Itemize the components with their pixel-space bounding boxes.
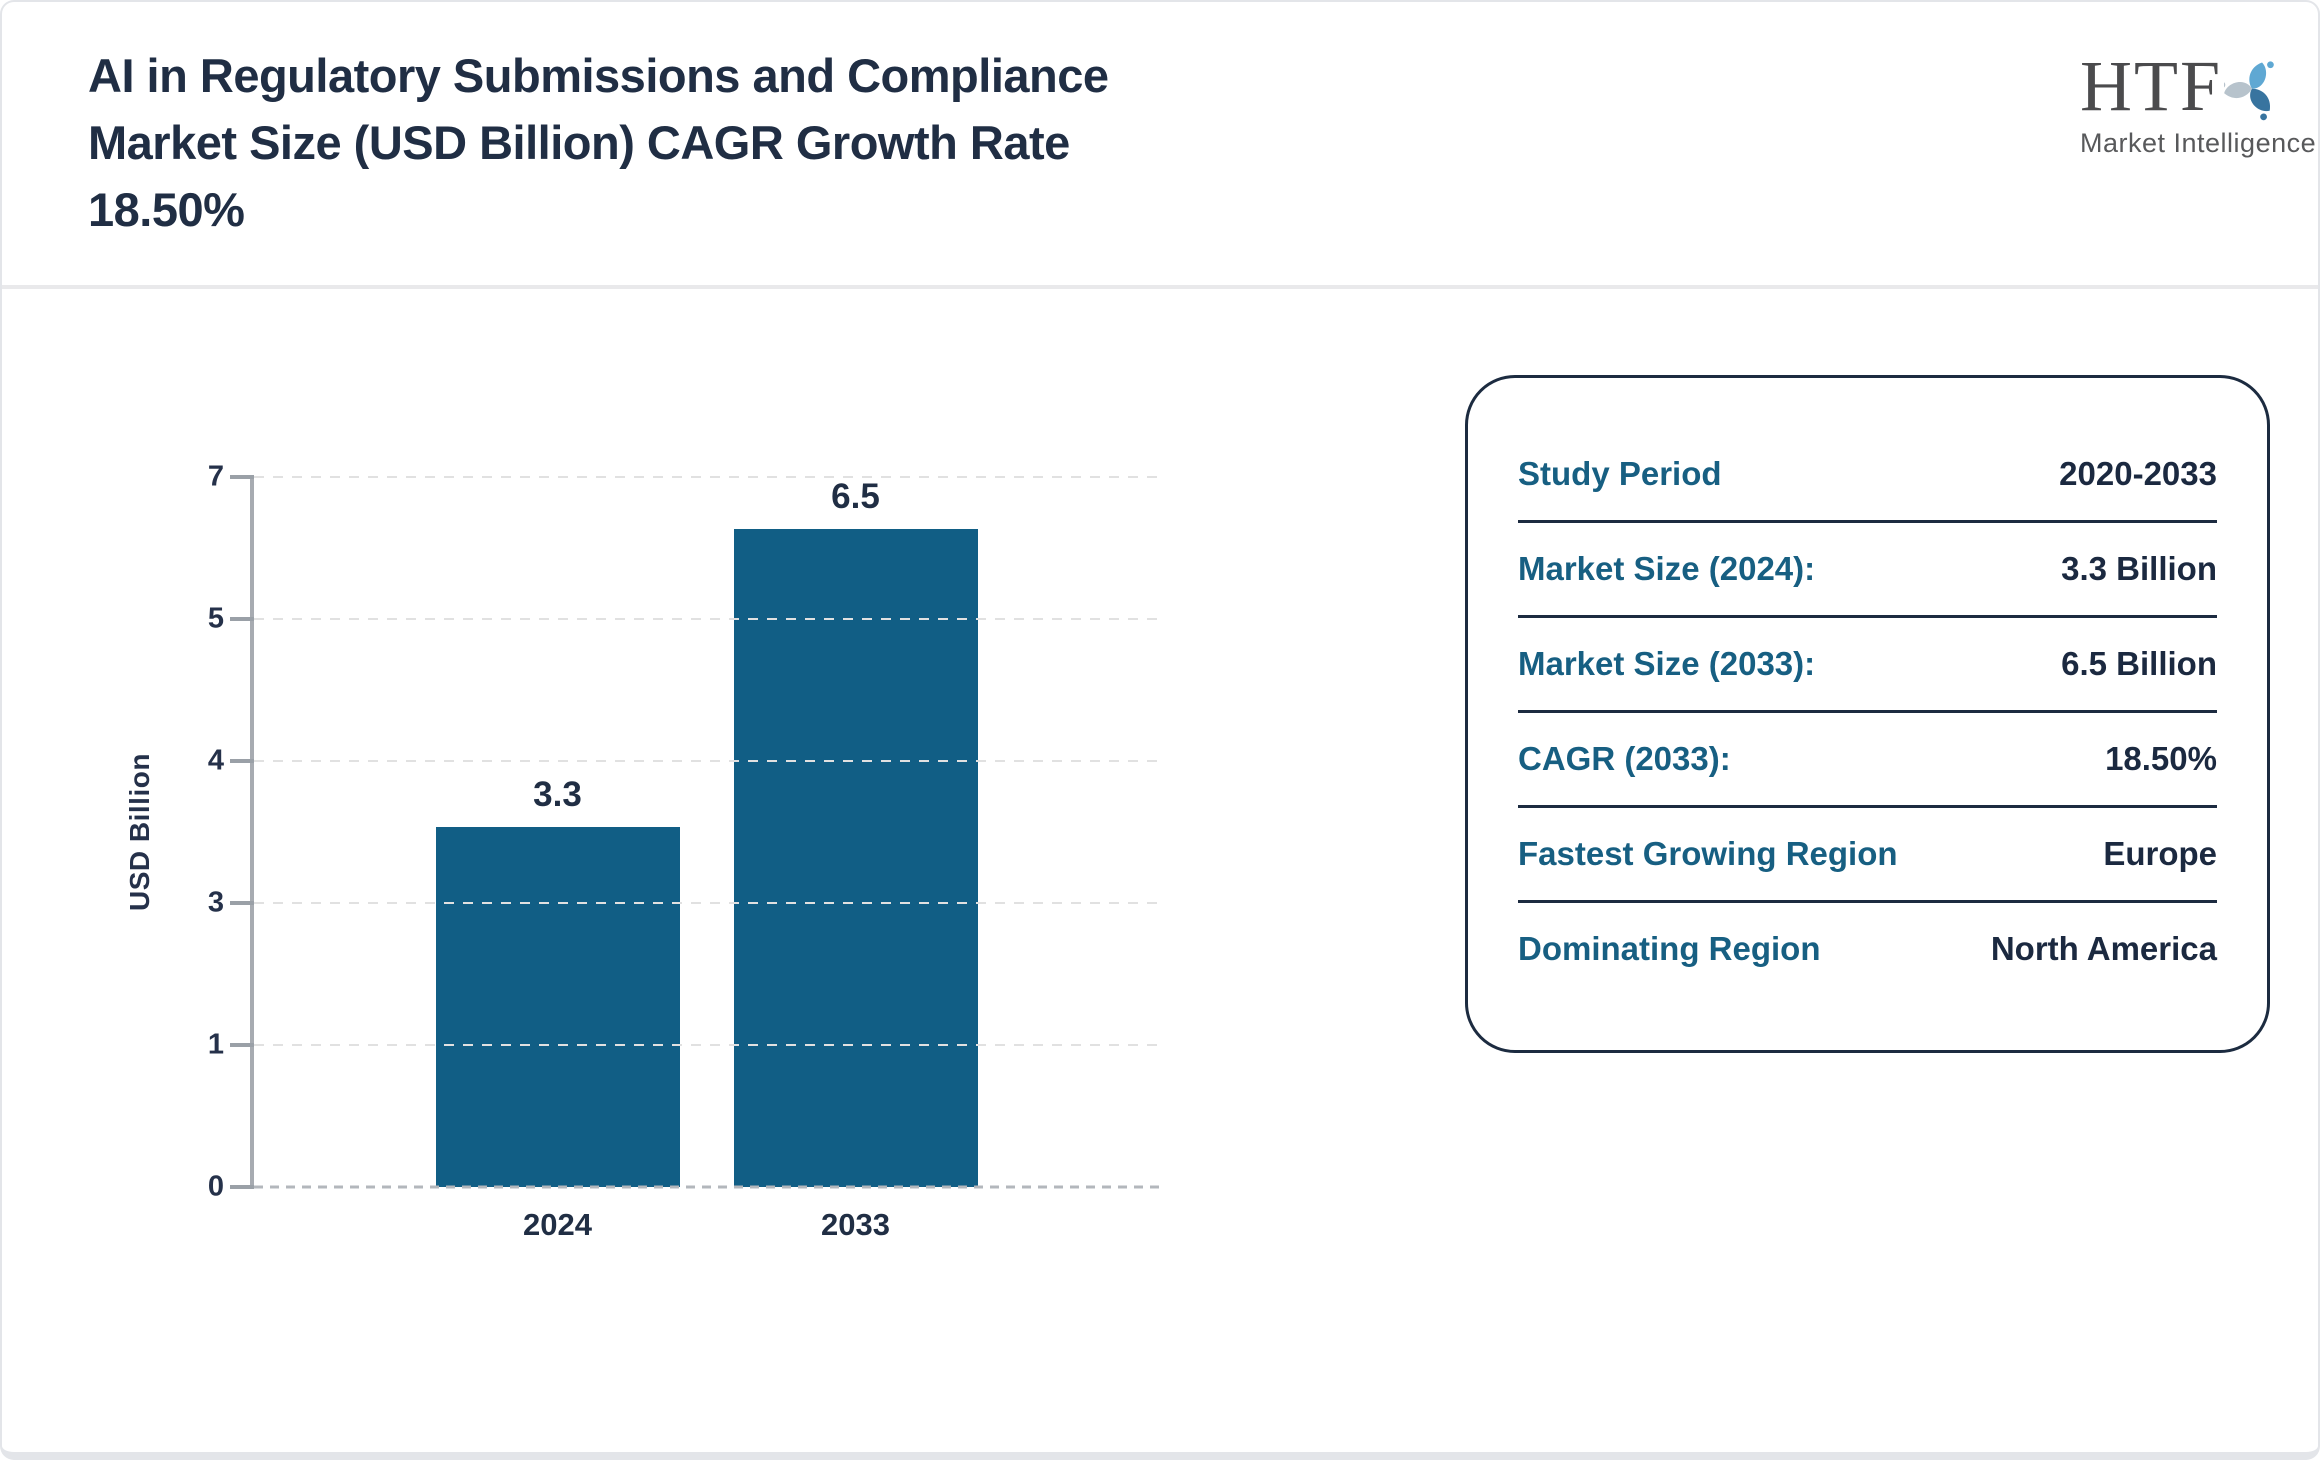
- summary-row: Market Size (2024): 3.3 Billion: [1518, 523, 2217, 615]
- y-axis-tick: [230, 475, 254, 479]
- header-divider: [2, 285, 2318, 289]
- page-title-line-2: Market Size (USD Billion) CAGR Growth Ra…: [88, 116, 1070, 169]
- summary-row-value: Europe: [2103, 835, 2217, 872]
- plot-area: 3.3 2024 6.5 2033 7 5 4 3 1 0: [208, 461, 1159, 1242]
- page-title-line-3: 18.50%: [88, 183, 245, 236]
- y-axis-tick: [230, 759, 254, 763]
- y-axis-line: [250, 477, 254, 1187]
- bar-value-label: 6.5: [831, 477, 880, 516]
- summary-row-label: Market Size (2024):: [1518, 550, 1816, 587]
- y-axis-tick-label: 5: [207, 602, 224, 635]
- summary-row-value: 3.3 Billion: [2061, 550, 2217, 587]
- summary-row-label: Market Size (2033):: [1518, 645, 1816, 682]
- page-title: AI in Regulatory Submissions and Complia…: [88, 42, 1488, 243]
- summary-row-value: 6.5 Billion: [2061, 645, 2217, 682]
- row-separator: [1518, 805, 2217, 808]
- summary-panel: Study Period 2020-2033 Market Size (2024):…: [1465, 375, 2270, 1053]
- row-separator: [1518, 900, 2217, 903]
- summary-row-label: CAGR (2033):: [1518, 740, 1731, 777]
- bars-layer: 3.3 2024 6.5 2033: [254, 477, 1159, 1242]
- summary-row-label: Fastest Growing Region: [1518, 835, 1898, 872]
- row-separator: [1518, 520, 2217, 523]
- summary-row: CAGR (2033): 18.50%: [1518, 713, 2217, 805]
- y-axis-tick-label: 4: [207, 744, 224, 777]
- bar-group-2024: 3.3 2024: [435, 477, 680, 1242]
- x-axis-label: 2024: [523, 1207, 592, 1242]
- gridline: [254, 760, 1159, 762]
- y-axis-tick-label: 0: [207, 1170, 224, 1203]
- x-axis-label: 2033: [821, 1207, 890, 1242]
- y-axis-tick: [230, 1043, 254, 1047]
- y-axis-tick-label: 7: [207, 460, 224, 493]
- bar-value-label: 3.3: [533, 774, 582, 814]
- summary-row: Dominating Region North America: [1518, 903, 2217, 995]
- row-separator: [1518, 710, 2217, 713]
- gridline: [254, 902, 1159, 904]
- htf-logo-top: HTF: [2080, 40, 2280, 132]
- htf-logo: HTF Market Intelligence: [2080, 40, 2317, 159]
- y-axis-tick: [230, 1185, 254, 1189]
- summary-row-value: North America: [1990, 930, 2217, 967]
- y-axis-tick-label: 1: [207, 1028, 224, 1061]
- summary-row: Study Period 2020-2033: [1518, 428, 2217, 520]
- gridline: [254, 1044, 1159, 1046]
- page-title-line-1: AI in Regulatory Submissions and Complia…: [88, 49, 1109, 102]
- y-axis-title: USD Billion: [124, 753, 155, 911]
- htf-logo-swirl-icon: [2224, 61, 2274, 121]
- htf-logo-monogram: HTF: [2080, 46, 2223, 126]
- gridline: [254, 476, 1159, 478]
- summary-row: Market Size (2033): 6.5 Billion: [1518, 618, 2217, 710]
- bar-2024: [435, 826, 680, 1187]
- bar-2033: [733, 529, 978, 1187]
- y-axis-tick: [230, 617, 254, 621]
- bar-group-2033: 6.5 2033: [733, 477, 978, 1242]
- row-separator: [1518, 615, 2217, 618]
- summary-row-label: Study Period: [1518, 455, 1722, 492]
- summary-row-label: Dominating Region: [1518, 930, 1821, 967]
- y-axis-tick-label: 3: [207, 886, 224, 919]
- y-axis-tick: [230, 901, 254, 905]
- htf-logo-tagline: Market Intelligence: [2080, 128, 2317, 158]
- gridline: [254, 618, 1159, 620]
- summary-row-value: 18.50%: [2105, 740, 2217, 777]
- gridline: [254, 1185, 1159, 1189]
- summary-row: Fastest Growing Region Europe: [1518, 808, 2217, 900]
- summary-row-value: 2020-2033: [2059, 455, 2217, 492]
